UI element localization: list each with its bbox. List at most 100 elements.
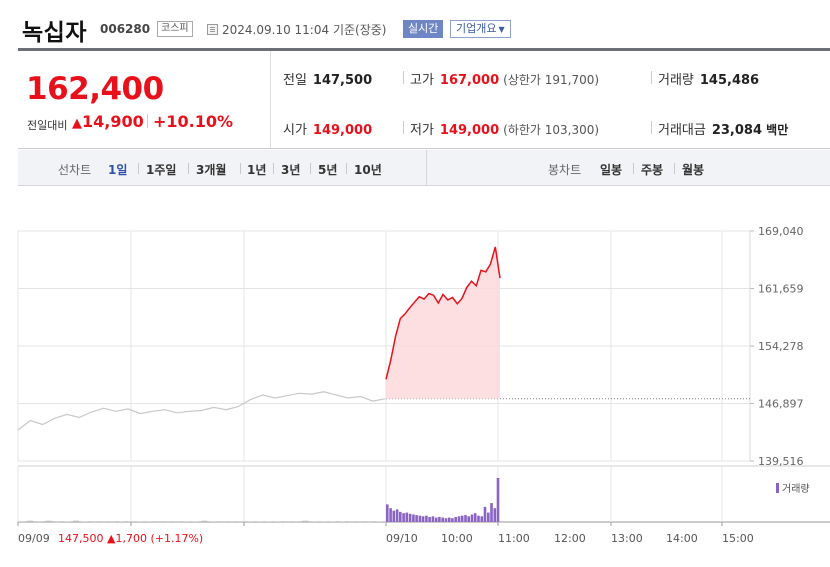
volume-bar-prev: [146, 521, 153, 522]
volume-bar-today: [402, 513, 405, 522]
volume-bar-prev: [91, 521, 98, 522]
volume-legend-label: 거래량: [782, 483, 810, 495]
volume-bar-today: [415, 515, 418, 522]
volume-bar-today: [425, 515, 428, 522]
prev-day-line: [17, 391, 386, 431]
volume-bar-today: [480, 516, 484, 522]
tab-separator: [188, 163, 189, 174]
volume-bar-prev: [18, 521, 24, 522]
volume-bar-today: [493, 508, 497, 522]
current-price-panel: 162,400 전일대비 ▲14,900 +10.10%: [18, 51, 271, 148]
x-label-prev-date: 09/09: [18, 532, 50, 545]
volume-bar-today: [395, 509, 399, 522]
volume-legend-swatch: [776, 483, 779, 493]
volume-bar-today: [483, 506, 487, 522]
y-tick-label: 154,278: [758, 340, 804, 353]
tab-3years[interactable]: 3년: [281, 163, 301, 177]
change-amount: ▲14,900: [72, 112, 144, 131]
volume-bar-today: [490, 503, 493, 522]
tab-3months[interactable]: 3개월: [196, 163, 227, 177]
stat-sub: (상한가 191,700): [503, 73, 600, 87]
company-info-dropdown[interactable]: 기업개요 ▼: [450, 20, 511, 38]
x-tick-label: 12:00: [554, 532, 586, 545]
tab-1day[interactable]: 1일: [108, 163, 128, 177]
volume-bar-prev: [284, 521, 291, 522]
tab-1year[interactable]: 1년: [247, 163, 267, 177]
volume-bar-prev: [201, 520, 208, 522]
stat-low: 저가 149,000 (하한가 103,300): [410, 119, 599, 138]
volume-bar-prev: [118, 521, 125, 522]
volume-bar-today: [464, 515, 467, 522]
volume-bar-today: [451, 518, 454, 522]
volume-bar-today: [447, 517, 451, 522]
volume-bar-prev: [348, 521, 355, 522]
tab-daily-candle[interactable]: 일봉: [600, 163, 623, 177]
volume-bar-prev: [27, 520, 34, 522]
volume-bar-prev: [302, 520, 309, 522]
candle-chart-label: 봉차트: [548, 163, 582, 177]
y-tick-label: 161,659: [758, 283, 804, 296]
volume-bar-today: [444, 518, 448, 522]
volume-bar-today: [434, 517, 438, 522]
volume-bar-today: [389, 508, 392, 522]
datetime-value: 2024.09.10 11:04: [222, 23, 330, 37]
stat-open: 시가 149,000: [283, 119, 372, 138]
change-percent: +10.10%: [153, 112, 234, 131]
up-triangle-icon: ▲: [72, 116, 82, 131]
tab-5years[interactable]: 5년: [318, 163, 338, 177]
volume-plot-area: [18, 468, 830, 522]
volume-bar-today: [405, 512, 409, 522]
prev-close-label: 147,500: [58, 532, 104, 545]
volume-bar-today: [421, 516, 425, 522]
current-price: 162,400: [26, 71, 164, 107]
volume-bar-today: [467, 516, 470, 522]
stock-name: 녹십자: [22, 20, 87, 46]
stat-separator: [651, 71, 652, 84]
realtime-button[interactable]: 실시간: [403, 20, 444, 38]
stat-label: 거래대금: [658, 123, 706, 138]
volume-bar-prev: [73, 520, 79, 522]
tab-10years[interactable]: 10년: [354, 163, 382, 177]
price-summary: 162,400 전일대비 ▲14,900 +10.10% 전일 147,500 고…: [18, 51, 830, 149]
volume-bar-today: [460, 515, 464, 522]
volume-bar-prev: [366, 521, 373, 522]
tab-1week[interactable]: 1주일: [146, 163, 177, 177]
header-divider: [18, 48, 830, 51]
volume-bar-prev: [82, 521, 89, 522]
volume-bar-prev: [128, 521, 135, 522]
change-label: 전일대비: [27, 119, 68, 132]
tab-separator: [138, 163, 139, 174]
volume-bar-today: [408, 513, 412, 522]
volume-bar-prev: [155, 521, 162, 522]
volume-bar-prev: [109, 521, 116, 522]
stat-separator: [651, 121, 652, 134]
x-tick-label: 15:00: [722, 532, 754, 545]
prev-change-label: ▲1,700 (+1.17%): [107, 532, 203, 545]
volume-bar-today: [418, 515, 422, 522]
volume-bar-today: [470, 514, 474, 522]
volume-bar-prev: [183, 521, 190, 522]
volume-bar-prev: [45, 520, 52, 522]
volume-bar-prev: [219, 521, 226, 522]
tab-separator: [310, 163, 311, 174]
volume-bar-prev: [210, 521, 217, 522]
tab-separator: [633, 163, 634, 174]
volume-bar-today: [473, 513, 477, 522]
stat-value: 145,486: [699, 73, 760, 88]
volume-bar-prev: [311, 521, 318, 522]
volume-bar-prev: [229, 521, 235, 522]
calendar-icon: [207, 24, 218, 35]
datetime-basis: 기준(장중): [332, 23, 387, 37]
today-area-fill: [386, 246, 500, 399]
tab-monthly-candle[interactable]: 월봉: [682, 163, 705, 177]
tab-weekly-candle[interactable]: 주봉: [641, 163, 664, 177]
stat-label: 고가: [410, 73, 434, 88]
volume-bar-prev: [36, 521, 43, 522]
tab-separator: [240, 163, 241, 174]
y-tick-label: 169,040: [758, 225, 804, 238]
volume-bar-today: [454, 517, 457, 522]
market-badge: 코스피: [157, 21, 193, 37]
stat-prev-close: 전일 147,500: [283, 69, 372, 88]
stat-separator: [403, 121, 404, 134]
today-price-line: [385, 246, 501, 380]
